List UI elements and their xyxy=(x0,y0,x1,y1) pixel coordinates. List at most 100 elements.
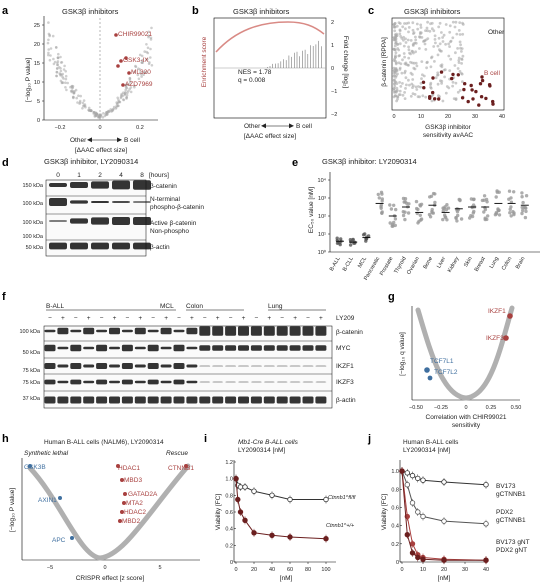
volcano-point xyxy=(149,38,153,41)
blot-band xyxy=(238,396,249,404)
highlight-point xyxy=(118,519,122,523)
blot-band xyxy=(121,329,133,333)
point-ikzf3 xyxy=(503,335,509,341)
scatter-point xyxy=(398,28,402,32)
blot-band xyxy=(44,396,56,404)
blot-band xyxy=(96,329,108,333)
blot-band xyxy=(212,326,224,336)
blot-band xyxy=(134,380,146,384)
svg-text:▶: ▶ xyxy=(117,137,123,144)
scatter-point xyxy=(411,21,415,25)
panel-a-title: GSK3β inhibitors xyxy=(62,7,119,16)
panel-j-xlabel: [nM] xyxy=(438,575,451,582)
scatter-point xyxy=(407,56,411,60)
scatter-point xyxy=(414,38,418,42)
blot-band xyxy=(238,326,249,336)
volcano-point xyxy=(138,53,142,57)
volcano-point xyxy=(118,100,122,104)
svg-text:▶: ▶ xyxy=(289,123,295,130)
series-point xyxy=(409,550,416,556)
scatter-point xyxy=(426,29,429,33)
series-point xyxy=(415,475,421,482)
blot-band xyxy=(263,345,275,351)
scatter-point xyxy=(409,39,413,42)
volcano-point xyxy=(134,65,138,69)
y-tick: 0.4 xyxy=(391,524,399,530)
scatter-point xyxy=(412,66,416,70)
label-hdac2: HDAC2 xyxy=(124,509,146,516)
volcano-point xyxy=(81,107,84,110)
bcell-point xyxy=(462,87,466,92)
scatter-point xyxy=(409,60,412,64)
volcano-point xyxy=(147,30,150,34)
ec50-point xyxy=(524,194,529,198)
blot-band xyxy=(83,364,95,368)
volcano-point xyxy=(72,91,76,94)
volcano-point xyxy=(128,81,132,84)
label-hdac1: HDAC1 xyxy=(118,465,140,472)
scatter-point xyxy=(416,27,420,31)
scatter-point xyxy=(456,90,460,94)
blot-band xyxy=(70,396,82,404)
y-tick: 0.4 xyxy=(225,527,233,533)
volcano-point xyxy=(137,67,140,70)
series-point xyxy=(269,532,275,538)
scatter-point xyxy=(460,58,464,61)
blot-band xyxy=(250,365,262,367)
f-treatment: + xyxy=(319,315,323,322)
series-point xyxy=(409,472,416,479)
scatter-point xyxy=(453,25,457,29)
scatter-point xyxy=(407,45,410,49)
blot-band xyxy=(289,365,301,367)
series-line xyxy=(235,478,327,540)
scatter-point xyxy=(397,21,401,24)
scatter-point xyxy=(408,83,411,87)
panel-h-left-title: Synthetic lethal xyxy=(24,450,69,457)
label-ikzf1: IKZF1 xyxy=(488,308,506,315)
volcano-point xyxy=(117,98,120,102)
series-point xyxy=(404,482,410,488)
c-xtick: 0 xyxy=(392,114,395,120)
scatter-point xyxy=(429,85,432,89)
scatter-point xyxy=(403,22,406,25)
ec50-point xyxy=(509,214,513,218)
g-xtick: −0.50 xyxy=(409,405,423,411)
label-gsk3b: GSK3B xyxy=(24,464,46,471)
y-tick: 0.2 xyxy=(225,543,233,549)
panel-b: b GSK3β inhibitors Enrichment score Fold… xyxy=(192,5,349,140)
volcano-point xyxy=(64,86,67,89)
panel-i-series-label-wt: Ctnnb1^+/+ xyxy=(326,523,355,529)
blot-band xyxy=(91,181,109,189)
volcano-point xyxy=(47,21,50,24)
volcano-point xyxy=(71,95,75,99)
volcano-point xyxy=(57,52,60,56)
y-tick: 0.6 xyxy=(391,505,399,511)
scatter-point xyxy=(410,49,414,53)
volcano-point xyxy=(133,84,136,88)
panel-letter-b: b xyxy=(192,5,199,17)
svg-text:◀: ◀ xyxy=(261,123,267,130)
ec50-point xyxy=(388,221,392,225)
scatter-point xyxy=(437,25,441,29)
a-ytick: 20 xyxy=(34,42,40,48)
ec50-point xyxy=(430,207,434,212)
panel-a-xticks: −0.2 0 0.2 xyxy=(55,125,144,131)
ec50-point xyxy=(418,213,422,217)
f-treatment: + xyxy=(216,315,220,322)
scatter-point xyxy=(409,94,413,98)
blot-band xyxy=(173,363,185,369)
scatter-point xyxy=(404,41,408,44)
blot-band xyxy=(49,198,67,206)
ec50-point xyxy=(480,198,485,203)
series-point xyxy=(287,534,293,540)
panel-letter-i: i xyxy=(204,433,207,445)
scatter-point xyxy=(398,32,402,36)
scatter-point xyxy=(442,33,446,37)
ec50-point xyxy=(351,237,355,242)
ec50-point xyxy=(389,207,394,211)
volcano-point xyxy=(105,113,109,116)
bcell-point xyxy=(474,89,478,94)
highlight-point xyxy=(116,464,120,468)
scatter-point xyxy=(392,79,396,82)
scatter-point xyxy=(458,70,462,73)
